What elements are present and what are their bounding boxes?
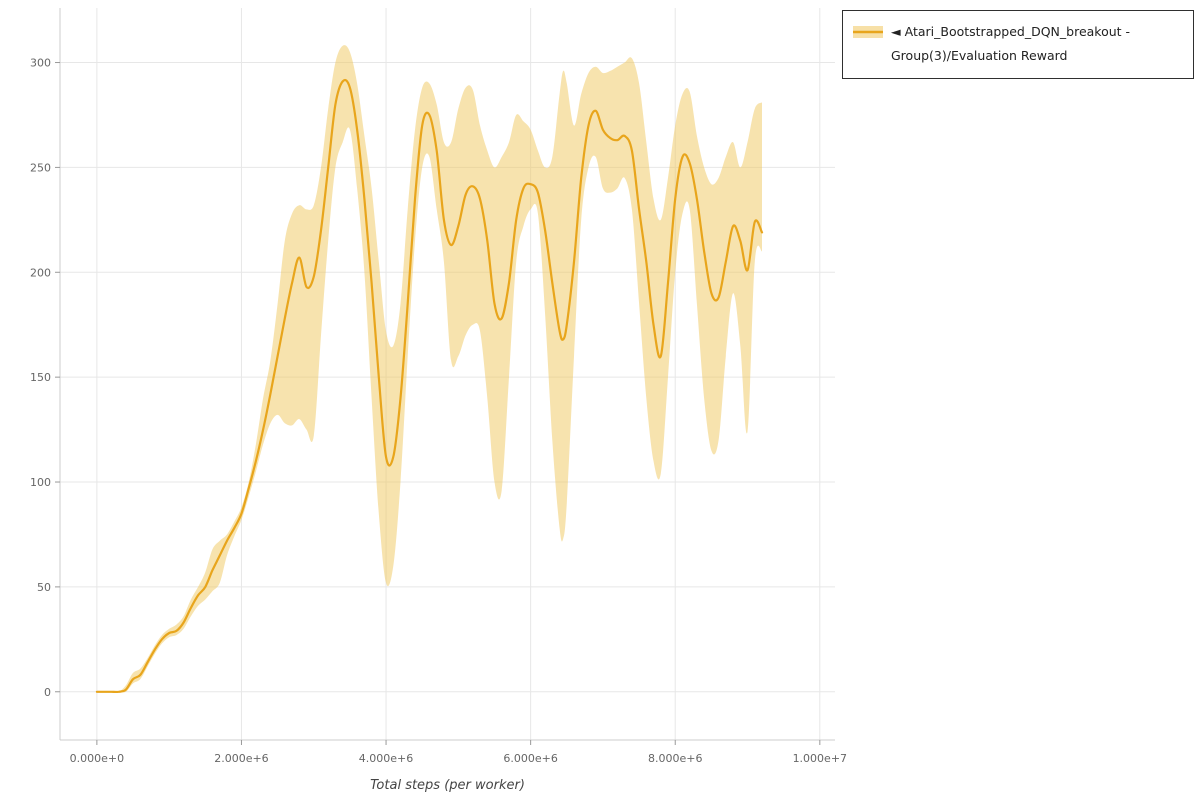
svg-text:150: 150 [30, 371, 51, 384]
svg-text:200: 200 [30, 266, 51, 279]
svg-text:1.000e+7: 1.000e+7 [793, 752, 847, 765]
svg-text:250: 250 [30, 161, 51, 174]
legend-run-name: Atari_Bootstrapped_DQN_breakout - Group(… [891, 24, 1131, 64]
svg-text:2.000e+6: 2.000e+6 [214, 752, 268, 765]
svg-text:0.000e+0: 0.000e+0 [70, 752, 124, 765]
svg-text:0: 0 [44, 686, 51, 699]
svg-text:50: 50 [37, 581, 51, 594]
legend-label: ◄ Atari_Bootstrapped_DQN_breakout - Grou… [891, 20, 1183, 69]
svg-text:4.000e+6: 4.000e+6 [359, 752, 413, 765]
svg-text:100: 100 [30, 476, 51, 489]
legend-marker-icon: ◄ [891, 24, 901, 39]
x-axis-label: Total steps (per worker) [370, 778, 525, 793]
legend[interactable]: ◄ Atari_Bootstrapped_DQN_breakout - Grou… [842, 10, 1194, 79]
svg-text:8.000e+6: 8.000e+6 [648, 752, 702, 765]
svg-text:300: 300 [30, 57, 51, 70]
legend-swatch-icon [853, 26, 883, 38]
svg-text:6.000e+6: 6.000e+6 [503, 752, 557, 765]
